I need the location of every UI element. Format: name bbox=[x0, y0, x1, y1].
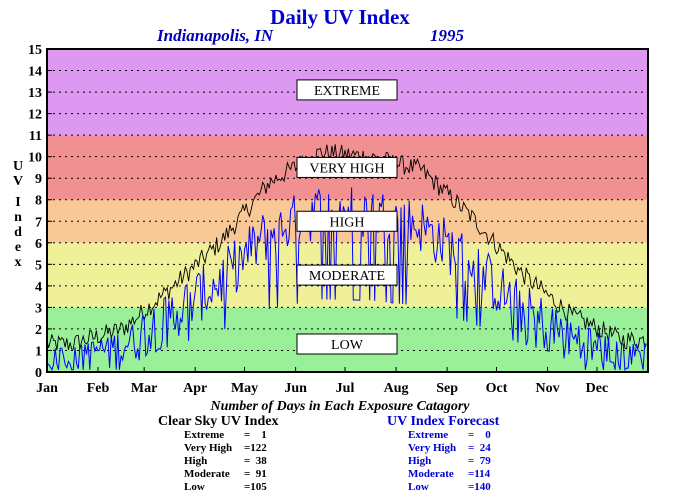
clear-sky-stats-title: Clear Sky UV Index bbox=[158, 414, 279, 429]
stat-label: Very High bbox=[184, 442, 233, 454]
year-subtitle: 1995 bbox=[430, 26, 465, 45]
y-tick-label: 2 bbox=[35, 323, 42, 338]
stat-label: Low bbox=[184, 481, 205, 493]
band-label-box bbox=[296, 333, 398, 355]
band-label: MODERATE bbox=[309, 269, 385, 284]
stat-value: =105 bbox=[244, 481, 267, 493]
stat-value: =114 bbox=[468, 468, 491, 480]
y-tick-label: 1 bbox=[35, 344, 42, 359]
month-label: Dec bbox=[586, 381, 609, 396]
month-label: Aug bbox=[384, 381, 409, 396]
y-tick-label: 11 bbox=[29, 129, 42, 144]
plot-frame bbox=[46, 48, 649, 373]
month-label: Sep bbox=[436, 381, 458, 396]
band-label: HIGH bbox=[330, 215, 365, 230]
y-tick-label: 7 bbox=[35, 215, 42, 230]
band-label-box bbox=[296, 156, 398, 178]
y-tick-label: 14 bbox=[28, 65, 42, 80]
band-label-box bbox=[296, 210, 398, 232]
y-tick-label: 12 bbox=[28, 108, 42, 123]
forecast-stats-title: UV Index Forecast bbox=[387, 414, 500, 429]
month-label: Nov bbox=[535, 381, 559, 396]
month-label: Jan bbox=[36, 381, 58, 396]
stat-value: = 38 bbox=[244, 455, 267, 467]
month-label: May bbox=[231, 381, 258, 396]
band-label-box bbox=[296, 79, 398, 101]
stat-label: Extreme bbox=[184, 429, 225, 441]
location-subtitle: Indianapolis, IN bbox=[156, 26, 274, 45]
month-label: Apr bbox=[183, 381, 207, 396]
stat-value: =140 bbox=[468, 481, 491, 493]
stat-label: Very High bbox=[408, 442, 457, 454]
y-tick-label: 15 bbox=[28, 43, 42, 58]
stat-value: = 0 bbox=[468, 429, 491, 441]
y-tick-label: 13 bbox=[28, 86, 42, 101]
month-label: Feb bbox=[87, 381, 110, 396]
stat-value: = 91 bbox=[244, 468, 267, 480]
y-tick-label: 0 bbox=[35, 366, 42, 381]
y-tick-label: 4 bbox=[35, 280, 42, 295]
stat-label: Extreme bbox=[408, 429, 449, 441]
month-label: Jun bbox=[284, 381, 307, 396]
stat-label: High bbox=[408, 455, 432, 467]
y-tick-label: 9 bbox=[35, 172, 42, 187]
month-label: Mar bbox=[131, 381, 157, 396]
y-tick-label: 3 bbox=[35, 301, 42, 316]
y-tick-label: 8 bbox=[35, 194, 42, 209]
y-tick-label: 10 bbox=[28, 151, 42, 166]
band-label: LOW bbox=[331, 338, 364, 353]
month-label: Jul bbox=[336, 381, 355, 396]
stat-label: High bbox=[184, 455, 208, 467]
month-label: Oct bbox=[486, 381, 508, 396]
stat-value: = 79 bbox=[468, 455, 491, 467]
stat-value: = 24 bbox=[468, 442, 491, 454]
stat-label: Low bbox=[408, 481, 429, 493]
stat-value: =122 bbox=[244, 442, 267, 454]
y-tick-label: 6 bbox=[35, 237, 42, 252]
band-label-box bbox=[296, 264, 398, 286]
stat-label: Moderate bbox=[408, 468, 454, 480]
chart-caption: Number of Days in Each Exposure Catagory bbox=[210, 399, 470, 414]
stat-value: = 1 bbox=[244, 429, 267, 441]
stat-label: Moderate bbox=[184, 468, 230, 480]
band-label: EXTREME bbox=[314, 84, 380, 99]
chart-title: Daily UV Index bbox=[270, 5, 410, 29]
band-label: VERY HIGH bbox=[309, 161, 384, 176]
y-tick-label: 5 bbox=[35, 258, 42, 273]
